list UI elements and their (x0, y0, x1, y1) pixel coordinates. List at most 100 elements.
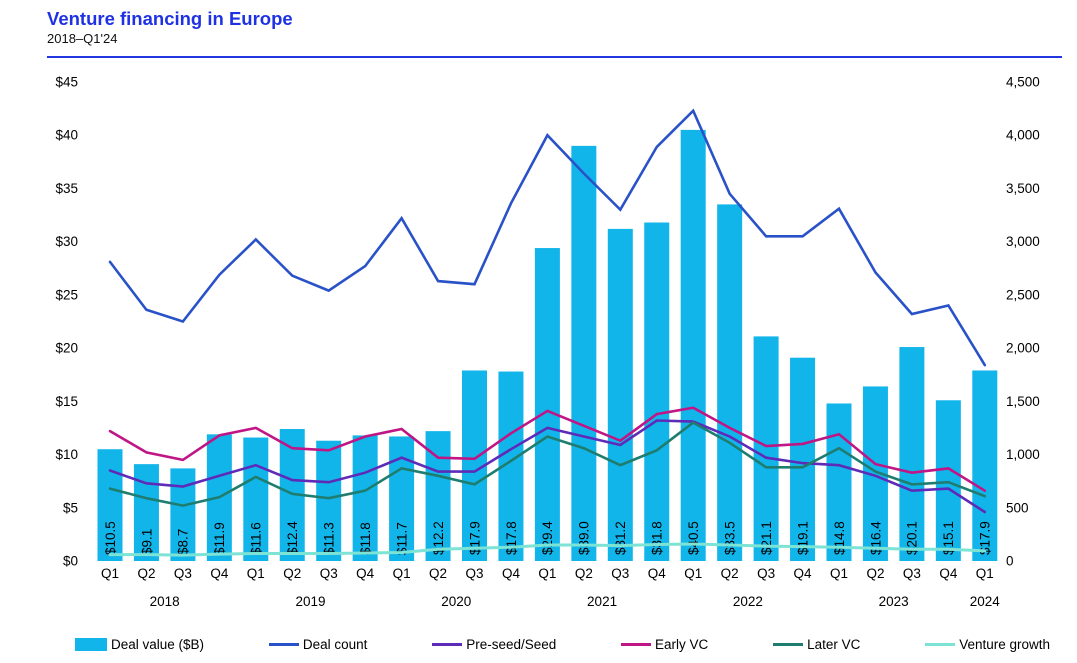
left-axis-tick: $20 (55, 341, 78, 356)
quarter-label: Q4 (502, 566, 521, 581)
right-axis-tick: 4,000 (1006, 128, 1040, 143)
deal-value-bar (243, 437, 269, 561)
quarter-label: Q1 (393, 566, 411, 581)
early-vc-swatch-icon (621, 643, 652, 646)
line-early-vc (108, 406, 987, 493)
deal-value-bar (316, 440, 342, 561)
deal-value-bar (935, 400, 961, 561)
quarter-label: Q4 (939, 566, 958, 581)
line-deal-count (108, 108, 987, 367)
deal-value-bar (571, 145, 597, 561)
deal-value-bar (899, 347, 925, 561)
quarter-label: Q1 (684, 566, 702, 581)
line-venture-growth (108, 542, 987, 557)
quarter-label: Q2 (575, 566, 593, 581)
deal-value-bar (753, 336, 779, 561)
header-divider (47, 56, 1062, 58)
quarter-label: Q1 (538, 566, 556, 581)
legend-item-preseed-seed: Pre-seed/Seed (432, 637, 556, 652)
legend-label: Deal count (302, 637, 368, 652)
quarter-label: Q3 (174, 566, 192, 581)
right-axis-tick: 1,000 (1006, 447, 1040, 462)
right-axis-tick: 3,000 (1006, 234, 1040, 249)
left-axis-tick: $15 (55, 394, 78, 409)
preseed-seed-swatch-icon (432, 643, 463, 646)
left-axis-tick: $40 (55, 128, 78, 143)
left-axis-tick: $30 (55, 234, 78, 249)
year-label: 2019 (295, 594, 325, 609)
deal-value-bar (717, 204, 743, 561)
quarter-label: Q3 (611, 566, 629, 581)
deal-value-bar (607, 228, 633, 562)
quarter-label: Q1 (976, 566, 994, 581)
bar-value-label: $11.7 (394, 522, 409, 555)
quarter-label: Q3 (320, 566, 338, 581)
year-label: 2021 (587, 594, 617, 609)
bar-value-label: $39.0 (577, 521, 592, 555)
right-axis-tick: 3,500 (1006, 181, 1040, 196)
quarter-label: Q1 (247, 566, 265, 581)
bar-value-label: $12.2 (431, 521, 446, 555)
deal-value-bar (972, 370, 998, 561)
legend-item-early-vc: Early VC (621, 637, 708, 652)
quarter-label: Q2 (137, 566, 155, 581)
bar-value-label: $20.1 (905, 521, 920, 555)
bar-value-label: $9.1 (139, 529, 154, 555)
venture-financing-chart: $45 $40 $35 $30 $25 $20 $15 $10 $5 $0 4,500 4,000 3,… (55, 75, 1040, 610)
bar-value-label: $40.5 (686, 521, 701, 555)
quarter-label: Q2 (866, 566, 884, 581)
bar-value-label: $29.4 (540, 521, 555, 555)
left-axis-tick: $45 (55, 75, 78, 90)
quarter-label: Q1 (830, 566, 848, 581)
bar-value-label: $11.9 (212, 522, 227, 555)
deal-value-bar (534, 248, 560, 561)
legend-item-later-vc: Later VC (773, 637, 860, 652)
right-axis-tick: 1,500 (1006, 394, 1040, 409)
legend-item-deal-value: Deal value ($B) (75, 637, 204, 652)
quarter-label: Q4 (648, 566, 667, 581)
quarter-label: Q3 (757, 566, 775, 581)
deal-value-bar (790, 357, 816, 561)
deal-count-swatch-icon (268, 643, 299, 646)
bar-value-label: $16.4 (868, 521, 883, 555)
legend-label: Pre-seed/Seed (466, 637, 557, 652)
legend-label: Venture growth (959, 637, 1050, 652)
left-axis-tick: $25 (55, 287, 78, 302)
deal-value-bar (97, 449, 123, 561)
year-label: 2024 (970, 594, 1001, 609)
left-axis-tick: $10 (55, 447, 78, 462)
bar-value-label: $17.9 (467, 521, 482, 555)
bar-value-label: $12.4 (285, 521, 300, 555)
quarter-label: Q3 (903, 566, 921, 581)
bar-value-label: $19.1 (795, 521, 810, 555)
legend-label: Early VC (655, 637, 709, 652)
deal-value-bar (644, 222, 670, 562)
bar-value-label: $17.8 (504, 521, 519, 555)
bar-value-label: $15.1 (941, 521, 956, 555)
year-label: 2018 (150, 594, 180, 609)
left-axis-tick: $5 (63, 500, 78, 515)
bar-value-label: $11.8 (358, 522, 373, 555)
left-axis-tick: $35 (55, 181, 78, 196)
quarter-label: Q2 (429, 566, 447, 581)
later-vc-swatch-icon (773, 643, 804, 646)
right-axis-tick: 0 (1006, 554, 1014, 569)
legend-label: Later VC (807, 637, 861, 652)
bar-value-label: $17.9 (978, 521, 993, 555)
bar-value-label: $21.1 (759, 521, 774, 555)
quarter-label: Q4 (794, 566, 813, 581)
bar-value-label: $11.6 (249, 522, 264, 555)
deal-value-bar (352, 435, 378, 561)
deal-value-bar (680, 129, 706, 561)
legend-item-venture-growth: Venture growth (925, 637, 1050, 652)
chart-title: Venture financing in Europe (47, 8, 293, 29)
quarter-label: Q2 (721, 566, 739, 581)
right-axis-tick: 500 (1006, 500, 1029, 515)
quarter-label: Q1 (101, 566, 119, 581)
year-label: 2022 (733, 594, 763, 609)
quarter-label: Q4 (210, 566, 229, 581)
deal-value-bar (826, 403, 852, 561)
chart-subtitle: 2018–Q1'24 (47, 31, 118, 46)
deal-value-bar (425, 431, 451, 561)
